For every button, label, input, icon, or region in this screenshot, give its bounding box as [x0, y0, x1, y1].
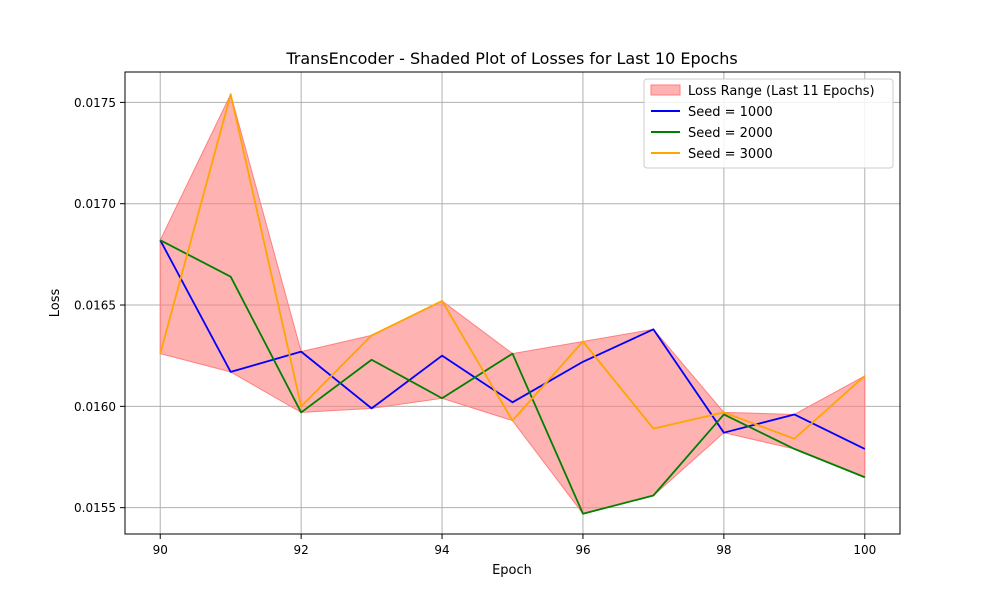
- x-tick-label: 96: [575, 543, 590, 557]
- series-line-2: [159, 239, 866, 515]
- legend-box: [643, 78, 894, 169]
- legend-label-band: Loss Range (Last 11 Epochs): [688, 84, 875, 99]
- legend-swatch-band: [650, 84, 681, 96]
- y-tick-label: 0.0170: [74, 197, 116, 211]
- legend: Loss Range (Last 11 Epochs) Seed = 1000 Se…: [643, 78, 894, 169]
- x-tick-label: 92: [293, 543, 308, 557]
- legend-label-series-1: Seed = 1000: [688, 105, 773, 120]
- plot-area-frame: [124, 71, 901, 535]
- legend-label-series-3: Seed = 3000: [688, 147, 773, 162]
- x-axis-ticks: 90 92 94 96 98 100: [153, 534, 876, 557]
- series-line-3: [159, 93, 866, 440]
- x-tick-label: 98: [716, 543, 731, 557]
- x-axis-label: Epoch: [492, 563, 532, 578]
- y-axis-label: Loss: [48, 289, 63, 318]
- x-tick-label: 90: [153, 543, 168, 557]
- chart-title: TransEncoder - Shaded Plot of Losses for…: [285, 49, 737, 68]
- x-tick-label: 94: [434, 543, 449, 557]
- y-tick-label: 0.0165: [74, 299, 116, 313]
- y-tick-label: 0.0155: [74, 501, 116, 515]
- y-tick-label: 0.0160: [74, 400, 116, 414]
- y-tick-label: 0.0175: [74, 96, 116, 110]
- x-tick-label: 100: [853, 543, 876, 557]
- legend-label-series-2: Seed = 2000: [688, 126, 773, 141]
- series-lines: [159, 93, 866, 515]
- y-axis-ticks: 0.0155 0.0160 0.0165 0.0170 0.0175: [74, 96, 125, 515]
